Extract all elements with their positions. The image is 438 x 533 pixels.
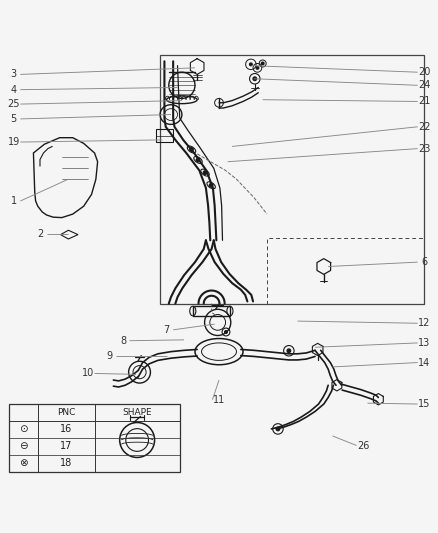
Text: 18: 18 <box>60 458 72 469</box>
Circle shape <box>253 77 257 80</box>
Text: 5: 5 <box>11 114 17 124</box>
Text: ⊙: ⊙ <box>19 424 28 434</box>
Text: PNC: PNC <box>57 408 75 417</box>
Text: ⊗: ⊗ <box>19 458 28 469</box>
Text: 26: 26 <box>357 440 369 450</box>
Text: 23: 23 <box>418 143 431 154</box>
Circle shape <box>225 330 227 333</box>
Circle shape <box>250 63 252 66</box>
Text: 19: 19 <box>8 137 20 147</box>
Circle shape <box>287 349 290 352</box>
Bar <box>160 55 424 304</box>
Text: 12: 12 <box>418 318 431 328</box>
Text: 17: 17 <box>60 441 72 451</box>
Text: 20: 20 <box>418 67 431 77</box>
Bar <box>10 404 180 472</box>
Circle shape <box>256 67 259 69</box>
Text: 24: 24 <box>418 80 431 90</box>
Bar <box>155 129 173 142</box>
Text: 16: 16 <box>60 424 72 434</box>
Text: SHAPE: SHAPE <box>122 408 152 417</box>
Text: 22: 22 <box>418 122 431 132</box>
Text: 14: 14 <box>418 358 430 368</box>
Text: 21: 21 <box>418 96 431 107</box>
Text: 8: 8 <box>120 336 126 346</box>
Text: 3: 3 <box>11 69 17 79</box>
Text: 2: 2 <box>37 229 43 239</box>
Text: 4: 4 <box>11 85 17 95</box>
Bar <box>193 306 230 316</box>
Text: 6: 6 <box>421 257 427 267</box>
Text: 13: 13 <box>418 338 430 348</box>
Text: ⊖: ⊖ <box>19 441 28 451</box>
Circle shape <box>190 148 193 151</box>
Text: 7: 7 <box>163 325 170 335</box>
Circle shape <box>203 171 207 174</box>
Circle shape <box>196 158 200 161</box>
Bar <box>267 238 424 304</box>
Text: 25: 25 <box>7 99 20 109</box>
Circle shape <box>276 427 280 431</box>
Text: 10: 10 <box>82 368 94 378</box>
Circle shape <box>261 62 264 65</box>
Text: 11: 11 <box>213 394 225 405</box>
Text: 1: 1 <box>11 196 17 206</box>
Text: 9: 9 <box>107 351 113 361</box>
Circle shape <box>209 183 213 187</box>
Text: 15: 15 <box>418 399 431 409</box>
